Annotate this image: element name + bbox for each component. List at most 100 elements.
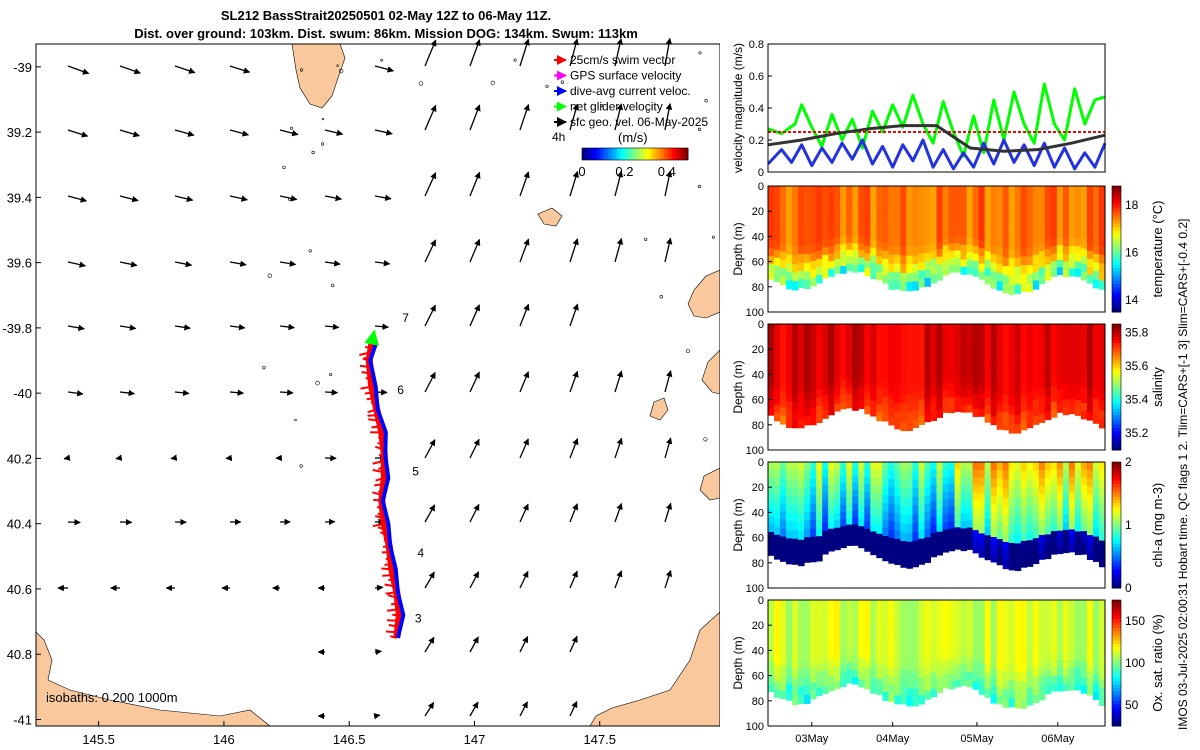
section-cell [792, 401, 799, 411]
section-cell [834, 681, 841, 689]
section-cell [1080, 600, 1088, 609]
section-cell [972, 659, 980, 668]
section-cell [1020, 600, 1028, 610]
section-cell [1020, 505, 1028, 516]
y-tick-label: 0 [758, 181, 764, 193]
section-cell [900, 332, 907, 343]
geo-velocity-arrow [279, 323, 295, 331]
section-cell [912, 514, 919, 524]
section-cell [990, 545, 998, 555]
section-cell [924, 340, 931, 349]
section-cell [768, 684, 775, 693]
section-cell [1050, 362, 1058, 372]
section-cell [984, 672, 992, 682]
legend-label: net glider velocity [570, 100, 663, 114]
section-cell [804, 660, 811, 670]
section-cell [822, 623, 829, 632]
section-cell [858, 614, 865, 623]
section-cell [990, 186, 998, 196]
section-cell [1044, 209, 1052, 218]
colorbar-segment [1112, 434, 1121, 438]
section-cell [858, 235, 865, 244]
section-cell [924, 512, 931, 522]
colorbar-unit-label: (m/s) [618, 130, 648, 145]
section-cell [1080, 631, 1088, 640]
section-cell [1056, 637, 1064, 647]
section-cell [1014, 230, 1022, 241]
section-cell [1032, 254, 1040, 264]
section-cell [1008, 195, 1016, 205]
section-cell [816, 486, 823, 496]
section-cell [1074, 400, 1082, 409]
section-cell [780, 268, 787, 277]
section-cell [798, 462, 805, 472]
section-cell [1020, 229, 1028, 240]
section-cell [840, 672, 847, 680]
section-cell [846, 358, 853, 367]
colorbar-segment [648, 148, 651, 160]
section-cell [894, 237, 901, 247]
section-cell [852, 538, 859, 546]
section-cell [816, 511, 823, 521]
section-cell [822, 546, 829, 555]
section-cell [1074, 384, 1082, 394]
section-cell [1002, 248, 1010, 258]
section-cell [954, 360, 962, 369]
section-cell [1074, 637, 1082, 646]
section-cell [984, 235, 992, 244]
section-cell [1020, 549, 1028, 559]
section-cell [882, 470, 889, 479]
section-cell [1038, 674, 1046, 684]
section-cell [984, 414, 992, 423]
section-cell [840, 200, 847, 209]
land-mass [291, 43, 346, 109]
section-cell [768, 346, 775, 355]
section-cell [990, 340, 998, 350]
section-cell [1086, 663, 1094, 672]
section-cell [948, 360, 956, 369]
island [703, 437, 708, 442]
section-cell [798, 643, 805, 653]
section-cell [1050, 186, 1058, 195]
section-cell [1056, 515, 1064, 524]
section-cell [906, 697, 913, 707]
section-cell [1014, 221, 1022, 232]
section-cell [966, 390, 974, 398]
section-cell [894, 521, 901, 531]
section-cell [828, 528, 835, 537]
colorbar-segment [644, 148, 647, 160]
section-cell [1050, 355, 1058, 364]
section-cell [1008, 240, 1016, 250]
section-cell [882, 210, 889, 219]
section-cell [1020, 636, 1028, 646]
section-cell [768, 248, 775, 257]
section-cell [864, 361, 871, 370]
section-cell [792, 246, 799, 256]
section-cell [1002, 608, 1010, 619]
section-cell [1014, 194, 1022, 205]
section-cell [816, 600, 823, 609]
section-cell [936, 324, 944, 333]
section-cell [966, 534, 974, 543]
geo-velocity-arrow [614, 38, 623, 67]
section-cell [1068, 346, 1076, 355]
section-cell [918, 340, 925, 350]
section-cell [810, 202, 817, 212]
section-cell [1038, 194, 1046, 203]
section-cell [1086, 615, 1094, 625]
colorbar-segment [674, 148, 677, 160]
section-cell [834, 469, 841, 478]
section-cell [1092, 691, 1100, 701]
section-cell [948, 250, 956, 259]
section-cell [882, 675, 889, 685]
section-cell [948, 236, 956, 245]
section-cell [1026, 540, 1034, 550]
section-cell [966, 397, 974, 406]
geo-velocity-arrow [569, 170, 579, 197]
land-mass [589, 611, 720, 727]
section-cell [792, 384, 799, 394]
section-cell [792, 341, 799, 351]
colorbar-segment [1112, 371, 1121, 375]
section-cell [1002, 341, 1010, 351]
section-cell [900, 497, 907, 507]
